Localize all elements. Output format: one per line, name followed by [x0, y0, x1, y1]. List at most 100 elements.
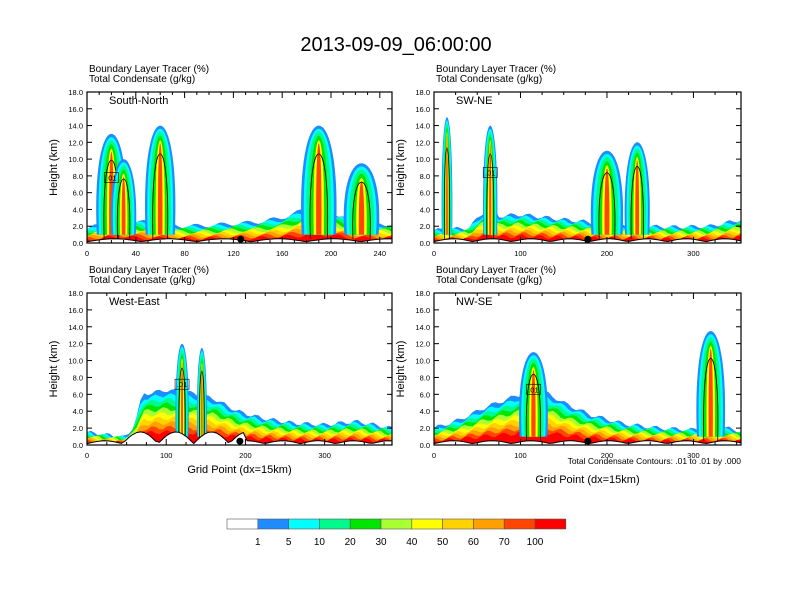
contour-label: .01 — [177, 380, 187, 389]
colorbar-label: 5 — [286, 537, 292, 548]
y-tick-label: 6.0 — [73, 189, 83, 198]
plot-frame — [86, 91, 393, 244]
y-tick-label: 2.0 — [420, 424, 430, 433]
y-tick-label: 2.0 — [73, 222, 83, 231]
colorbar-swatch — [411, 518, 443, 530]
panel-title-condensate: Total Condensate (g/kg) — [89, 275, 195, 286]
x-tick-label: 200 — [325, 249, 338, 258]
panel-label: SW-NE — [456, 95, 492, 107]
colorbar-swatch — [380, 518, 413, 530]
plume-2-layer-6 — [604, 168, 610, 235]
y-tick-label: 18.0 — [415, 88, 430, 97]
y-tick-label: 16.0 — [68, 306, 83, 315]
y-axis-label: Height (km) — [48, 341, 60, 398]
panel-sw-ne: Boundary Layer Tracer (%)Total Condensat… — [395, 64, 742, 258]
y-tick-label: 4.0 — [73, 407, 83, 416]
y-tick-label: 10.0 — [415, 155, 430, 164]
condensate-contour — [443, 147, 451, 239]
panel-title-tracer: Boundary Layer Tracer (%) — [436, 64, 556, 75]
condensate-contour — [178, 367, 186, 441]
condensate-contour — [352, 181, 371, 239]
plume-2-layer-6 — [157, 143, 163, 235]
contour-label-box — [526, 383, 541, 395]
y-tick-label: 6.0 — [73, 390, 83, 399]
colorbar-swatch — [473, 518, 505, 530]
colorbar-label: 20 — [345, 537, 357, 548]
colorbar-label: 40 — [406, 537, 418, 548]
x-tick-label: 80 — [180, 249, 188, 258]
y-tick-label: 14.0 — [68, 323, 83, 332]
panel-title-condensate: Total Condensate (g/kg) — [89, 74, 195, 85]
colorbar-label: 100 — [527, 537, 544, 548]
colorbar-swatch — [534, 518, 567, 530]
x-tick-label: 200 — [239, 451, 252, 460]
y-tick-label: 14.0 — [415, 323, 430, 332]
y-tick-label: 10.0 — [68, 357, 83, 366]
x-tick-label: 300 — [687, 249, 700, 258]
y-tick-label: 0.0 — [420, 239, 430, 248]
plume-1-layer-6 — [531, 370, 536, 437]
y-tick-label: 8.0 — [73, 373, 83, 382]
y-axis-label: Height (km) — [395, 341, 407, 398]
colorbar-swatch — [226, 518, 259, 530]
contour-label-box — [174, 378, 190, 390]
y-tick-label: 12.0 — [415, 340, 430, 349]
y-tick-label: 16.0 — [68, 105, 83, 114]
x-tick-label: 300 — [318, 451, 331, 460]
condensate-contour — [309, 153, 329, 239]
x-axis-label: Grid Point (dx=15km) — [187, 464, 291, 476]
y-tick-label: 12.0 — [68, 340, 83, 349]
colorbar-label: 1 — [255, 537, 261, 548]
condensate-contour — [598, 172, 616, 239]
panel-title-tracer: Boundary Layer Tracer (%) — [436, 265, 556, 276]
panel-title-tracer: Boundary Layer Tracer (%) — [89, 265, 209, 276]
colorbar-label: 30 — [375, 537, 387, 548]
tracer-field — [434, 331, 741, 445]
panel-nw-se: Boundary Layer Tracer (%) Total Condensat… — [395, 265, 742, 486]
y-tick-label: 2.0 — [73, 424, 83, 433]
x-axis-label: Grid Point (dx=15km) — [535, 474, 639, 486]
tracer-field — [87, 343, 392, 445]
y-tick-label: 16.0 — [415, 306, 430, 315]
plume-5-layer-6 — [121, 176, 126, 235]
y-tick-label: 4.0 — [420, 407, 430, 416]
plume-3-layer-6 — [316, 143, 322, 235]
condensate-contour — [486, 153, 495, 239]
y-tick-label: 14.0 — [415, 122, 430, 131]
x-tick-label: 160 — [276, 249, 289, 258]
panel-label: South-North — [109, 95, 168, 107]
y-tick-label: 10.0 — [415, 357, 430, 366]
x-tick-label: 100 — [514, 451, 527, 460]
x-tick-label: 120 — [227, 249, 240, 258]
contour-label: .01 — [528, 385, 538, 394]
y-tick-label: 4.0 — [420, 205, 430, 214]
plot-frame — [433, 91, 742, 244]
location-marker — [584, 235, 592, 243]
y-tick-label: 8.0 — [420, 373, 430, 382]
colorbar: 1 5 10 20 30 40 50 60 70 100 — [226, 518, 567, 548]
plume-2-layer-6 — [201, 365, 203, 437]
contour-label-box — [482, 167, 498, 178]
colorbar-label: 10 — [314, 537, 326, 548]
x-tick-label: 100 — [160, 451, 173, 460]
contour-note: Total Condensate Contours: .01 to .01 by… — [568, 456, 742, 466]
colorbar-label: 60 — [468, 537, 480, 548]
y-tick-label: 6.0 — [420, 189, 430, 198]
y-axis-label: Height (km) — [48, 139, 60, 196]
condensate-contour — [703, 358, 719, 441]
y-tick-label: 18.0 — [415, 289, 430, 298]
condensate-contour — [630, 166, 644, 239]
y-tick-label: 0.0 — [420, 441, 430, 450]
panel-label: West-East — [109, 296, 160, 308]
plot-frame — [433, 292, 742, 446]
y-axis-label: Height (km) — [395, 139, 407, 196]
panel-west-east: Boundary Layer Tracer (%)Total Condensat… — [48, 265, 393, 476]
x-tick-label: 200 — [601, 249, 614, 258]
y-tick-label: 8.0 — [420, 172, 430, 181]
x-tick-label: 0 — [85, 451, 89, 460]
panel-label: NW-SE — [456, 296, 492, 308]
x-tick-label: 0 — [432, 451, 436, 460]
condensate-contour — [525, 374, 542, 441]
plume-2-layer-6 — [708, 348, 713, 437]
contour-label: .01 — [485, 169, 495, 178]
